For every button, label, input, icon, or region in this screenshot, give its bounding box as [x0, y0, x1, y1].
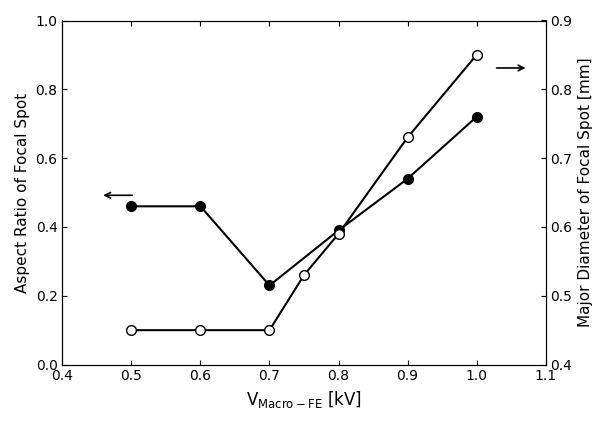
X-axis label: V$_{\mathrm{Macro-FE}}$ [kV]: V$_{\mathrm{Macro-FE}}$ [kV] — [246, 389, 362, 410]
Y-axis label: Aspect Ratio of Focal Spot: Aspect Ratio of Focal Spot — [15, 92, 30, 293]
Y-axis label: Major Diameter of Focal Spot [mm]: Major Diameter of Focal Spot [mm] — [578, 58, 593, 327]
